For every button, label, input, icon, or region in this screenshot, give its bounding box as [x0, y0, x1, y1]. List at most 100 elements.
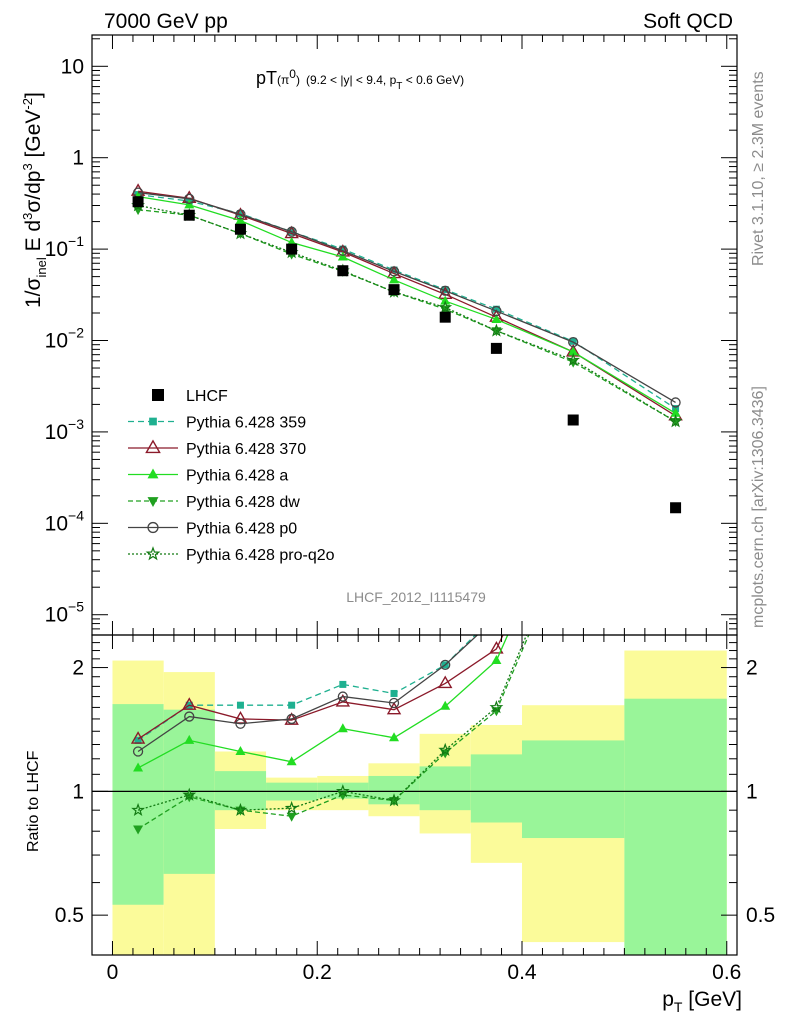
ratio-point-pp0-3: [286, 713, 297, 725]
main-point-p359-8: [569, 337, 577, 345]
main-y-tick-label: 10−3: [45, 416, 85, 444]
main-y-tick-exponent: −2: [68, 325, 84, 341]
ratio-point-p370-6: [438, 675, 453, 689]
legend-label-p370: Pythia 6.428 370: [186, 441, 306, 458]
ratio-point-p359-4: [339, 680, 347, 688]
ratio-y-tick-label-right: 1: [746, 780, 758, 803]
legend-marker-pa: [147, 468, 159, 479]
main-point-pq2o-9: [668, 414, 683, 428]
x-tick-label: 0: [107, 961, 119, 984]
main-point-p359-4: [339, 245, 347, 253]
main-line-pa: [137, 195, 676, 414]
ratio-point-p370-2: [233, 711, 248, 724]
ratio-line-pp0: [137, 635, 479, 753]
chart-title: pT(π0) (9.2 < |y| < 9.4, pT < 0.6 GeV): [256, 67, 464, 92]
main-y-axis-label: 1/σinel E d3σ/dp3 [GeV-2]: [20, 92, 49, 308]
main-y-tick-label: 1: [72, 147, 84, 170]
data-point-lhcf-8: [567, 414, 579, 426]
ratio-point-pa-6: [440, 700, 451, 710]
title-paren: (π: [277, 73, 289, 87]
ratio-y-tick-label-right: 0.5: [746, 904, 775, 927]
data-point-lhcf-3: [286, 243, 298, 255]
x-tick-label: 0.4: [507, 961, 537, 984]
ratio-point-pp0-6: [440, 659, 451, 671]
main-point-pq2o-7: [489, 323, 504, 337]
main-point-pp0-1: [184, 193, 195, 204]
main-y-tick-exponent: −1: [68, 233, 84, 249]
main-line-pq2o: [137, 204, 676, 423]
x-axis-label: pT [GeV]: [662, 988, 742, 1015]
xlabel-unit: [GeV]: [682, 988, 742, 1011]
ratio-point-pq2o-5: [387, 793, 401, 807]
legend-marker-pp0: [147, 521, 159, 534]
main-point-pa-9: [670, 407, 681, 417]
header-right: Soft QCD: [643, 10, 733, 33]
ratio-point-pdw-0: [133, 825, 144, 835]
main-point-p359-7: [492, 305, 500, 313]
ratio-point-pa-5: [389, 732, 400, 742]
ratio-point-pp0-5: [388, 697, 400, 709]
ylabel-lead: 1/σ: [22, 277, 45, 308]
ylabel-sub: inel: [34, 257, 49, 277]
ratio-point-p359-3: [288, 701, 296, 709]
data-point-lhcf-5: [388, 284, 400, 296]
ratio-point-pa-4: [337, 723, 348, 733]
ylabel-sup2: 3: [20, 163, 35, 170]
xlabel-sub: T: [674, 999, 683, 1015]
band-stat-9: [624, 698, 727, 955]
title-range: (9.2 < |y| < 9.4, p: [306, 73, 397, 87]
main-point-pa-5: [389, 274, 400, 284]
main-line-p370: [137, 190, 676, 417]
ratio-point-pq2o-0: [131, 802, 145, 817]
main-y-tick-base: 10: [45, 421, 68, 444]
main-y-tick-base: 10: [61, 55, 84, 78]
main-y-tick-exponent: −5: [68, 599, 84, 615]
main-y-tick-base: 10: [45, 512, 68, 535]
main-point-pp0-8: [568, 336, 579, 348]
legend: LHCF Pythia 6.428 359 Pythia 6.428 370 Pyth…: [128, 388, 335, 564]
main-frame: [91, 34, 738, 636]
legend-label-pa: Pythia 6.428 a: [186, 468, 288, 485]
band-stat-4: [317, 782, 369, 799]
ylabel-sup1: 3: [20, 213, 35, 220]
ratio-line-p359: [137, 635, 477, 741]
title-main: pT: [256, 68, 277, 88]
side-label-mcplots: mcplots.cern.ch [arXiv:1306.3436]: [750, 386, 767, 628]
main-point-pa-4: [337, 251, 348, 261]
main-y-tick-base: 10: [45, 604, 68, 627]
ratio-y-tick-label-right: 2: [746, 657, 758, 680]
band-stat-7: [470, 754, 522, 823]
main-point-pa-7: [491, 313, 502, 323]
legend-marker-pdw: [147, 497, 159, 508]
ratio-point-pp0-2: [235, 718, 246, 729]
main-y-tick-label: 10−1: [45, 233, 85, 261]
legend-label-pdw: Pythia 6.428 dw: [186, 494, 300, 511]
ratio-point-pa-1: [184, 734, 195, 744]
data-point-lhcf-0: [132, 196, 144, 208]
main-point-pp0-2: [235, 209, 246, 220]
ratio-y-tick-label: 2: [72, 657, 84, 680]
main-y-tick-label: 10−2: [45, 325, 85, 353]
title-paren-sup: 0: [289, 67, 296, 81]
header-left: 7000 GeV pp: [104, 10, 228, 33]
ratio-series-layer: [130, 635, 530, 835]
ylabel-unit-open: [GeV: [22, 110, 45, 164]
ratio-point-pp0-4: [337, 691, 348, 702]
main-y-tick-label: 10: [61, 55, 84, 78]
main-y-tick-label: 10−4: [45, 507, 85, 535]
main-point-pq2o-8: [566, 352, 581, 367]
main-point-pp0-5: [388, 266, 400, 277]
main-point-pp0-7: [491, 305, 502, 317]
ratio-point-p359-2: [236, 701, 244, 709]
main-y-tick-base: 10: [45, 238, 68, 261]
ratio-point-pq2o-1: [182, 787, 197, 801]
title-range-sub: T: [396, 81, 402, 92]
ratio-point-pq2o-3: [284, 800, 299, 815]
data-point-lhcf-4: [337, 265, 349, 277]
main-series-layer: [130, 183, 683, 514]
ratio-point-pa-7: [491, 655, 502, 665]
x-tick-label: 0.2: [303, 961, 332, 984]
ratio-y-tick-label: 0.5: [55, 904, 84, 927]
